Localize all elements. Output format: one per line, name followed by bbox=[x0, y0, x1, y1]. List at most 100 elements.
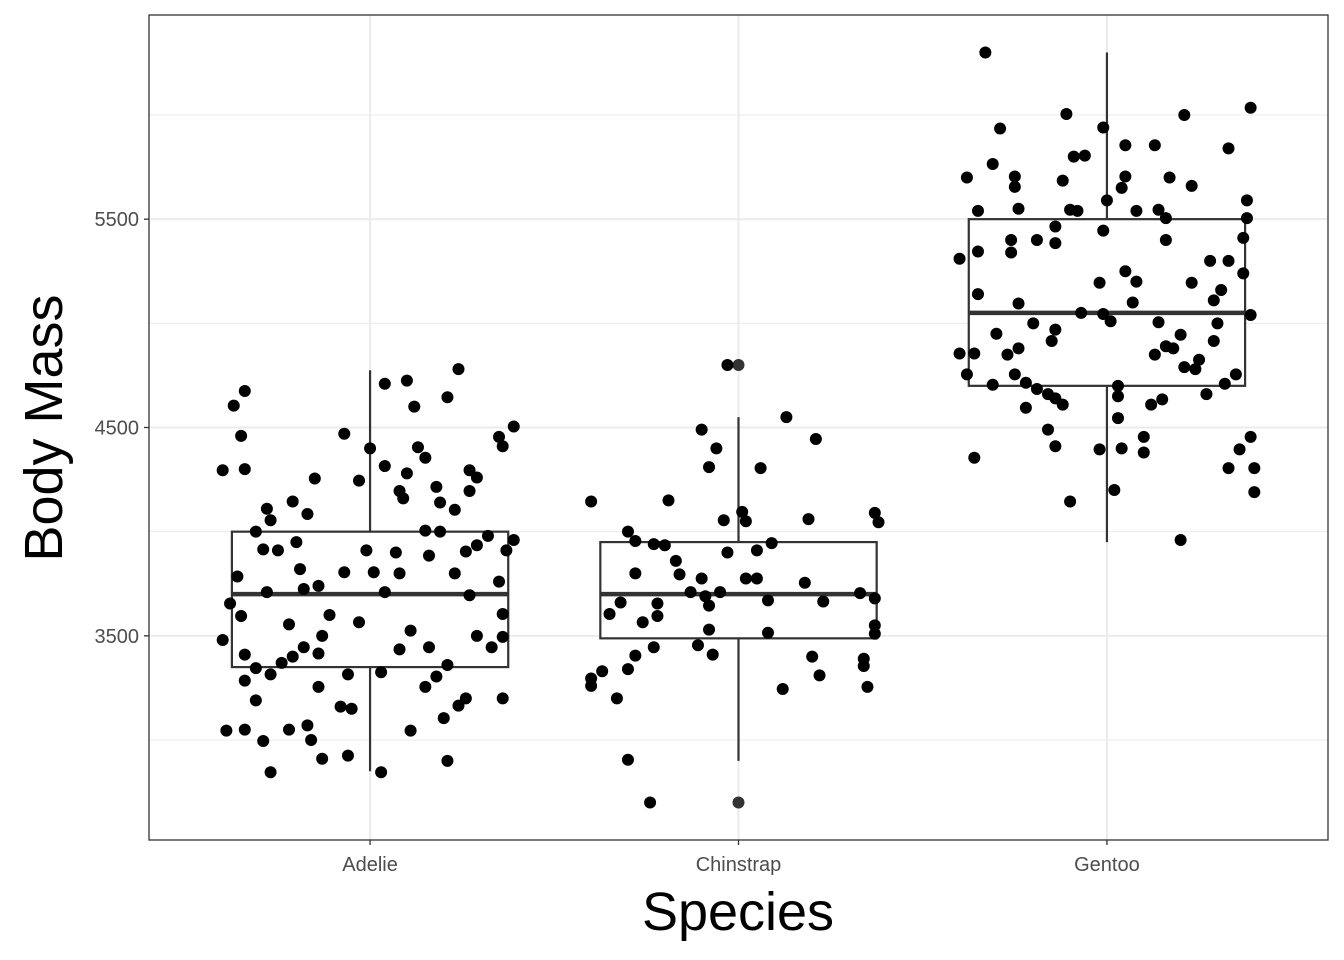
data-point-gentoo bbox=[1049, 440, 1062, 453]
data-point-chinstrap bbox=[647, 641, 660, 654]
data-point-gentoo bbox=[1237, 231, 1250, 244]
data-point-chinstrap bbox=[750, 572, 763, 585]
data-point-adelie bbox=[404, 624, 417, 637]
data-point-adelie bbox=[353, 474, 366, 487]
data-point-adelie bbox=[419, 680, 432, 693]
data-point-adelie bbox=[463, 485, 476, 498]
data-point-chinstrap bbox=[761, 594, 774, 607]
data-point-adelie bbox=[364, 442, 377, 455]
data-point-gentoo bbox=[1137, 430, 1150, 443]
x-tick-label: Gentoo bbox=[1074, 854, 1140, 876]
data-point-adelie bbox=[400, 467, 413, 480]
data-point-chinstrap bbox=[714, 586, 727, 599]
data-point-chinstrap bbox=[765, 537, 778, 550]
data-point-gentoo bbox=[1108, 484, 1121, 496]
data-point-gentoo bbox=[1056, 174, 1069, 187]
data-point-adelie bbox=[301, 719, 314, 732]
data-point-chinstrap bbox=[739, 572, 752, 585]
data-point-chinstrap bbox=[673, 568, 686, 581]
data-point-gentoo bbox=[1030, 382, 1043, 395]
data-point-chinstrap bbox=[651, 597, 664, 610]
x-tick-label: Adelie bbox=[342, 854, 398, 876]
data-point-adelie bbox=[297, 641, 310, 654]
data-point-gentoo bbox=[1019, 401, 1032, 414]
data-point-adelie bbox=[216, 634, 229, 646]
data-point-gentoo bbox=[1111, 390, 1124, 403]
data-point-chinstrap bbox=[861, 680, 874, 693]
data-point-gentoo bbox=[1159, 212, 1172, 225]
data-point-adelie bbox=[448, 503, 461, 516]
data-point-gentoo bbox=[1222, 462, 1235, 475]
data-point-adelie bbox=[470, 539, 483, 552]
data-point-gentoo bbox=[1071, 204, 1084, 217]
data-point-gentoo bbox=[1008, 170, 1021, 183]
data-point-adelie bbox=[316, 752, 329, 765]
data-point-gentoo bbox=[1233, 443, 1246, 456]
data-point-gentoo bbox=[1093, 443, 1106, 456]
data-point-chinstrap bbox=[629, 649, 642, 662]
data-point-adelie bbox=[294, 563, 307, 576]
outlier-point bbox=[732, 359, 745, 371]
data-point-adelie bbox=[323, 609, 336, 621]
data-point-gentoo bbox=[1008, 180, 1021, 193]
data-point-adelie bbox=[224, 597, 237, 610]
data-point-adelie bbox=[496, 440, 509, 453]
data-point-gentoo bbox=[1244, 309, 1257, 321]
data-point-chinstrap bbox=[636, 616, 649, 629]
data-point-adelie bbox=[481, 529, 494, 542]
data-point-chinstrap bbox=[717, 514, 730, 527]
data-point-chinstrap bbox=[647, 538, 660, 551]
data-point-adelie bbox=[470, 471, 483, 484]
data-point-adelie bbox=[430, 480, 443, 493]
data-point-adelie bbox=[238, 385, 251, 398]
data-point-gentoo bbox=[1067, 150, 1080, 163]
data-point-gentoo bbox=[1240, 194, 1253, 207]
data-point-chinstrap bbox=[695, 423, 708, 436]
data-point-gentoo bbox=[1111, 412, 1124, 425]
data-point-gentoo bbox=[1027, 317, 1040, 330]
data-point-gentoo bbox=[1148, 139, 1161, 152]
data-point-gentoo bbox=[1012, 202, 1025, 215]
data-point-chinstrap bbox=[703, 461, 716, 474]
data-point-chinstrap bbox=[621, 663, 634, 676]
data-point-adelie bbox=[434, 525, 447, 538]
data-point-gentoo bbox=[1012, 342, 1025, 355]
data-point-gentoo bbox=[968, 347, 981, 360]
data-point-chinstrap bbox=[662, 494, 675, 507]
data-point-chinstrap bbox=[776, 682, 789, 695]
data-point-adelie bbox=[441, 659, 454, 671]
data-point-gentoo bbox=[1185, 179, 1198, 192]
data-point-gentoo bbox=[1244, 101, 1257, 114]
data-point-adelie bbox=[389, 546, 402, 559]
data-point-adelie bbox=[238, 723, 251, 736]
data-point-gentoo bbox=[1005, 234, 1018, 246]
data-point-gentoo bbox=[1045, 335, 1058, 348]
data-point-adelie bbox=[257, 735, 270, 748]
data-point-adelie bbox=[345, 702, 358, 715]
data-point-chinstrap bbox=[703, 623, 716, 636]
data-point-adelie bbox=[423, 549, 436, 562]
data-point-adelie bbox=[493, 575, 506, 588]
data-point-adelie bbox=[316, 629, 329, 642]
data-point-adelie bbox=[341, 749, 354, 762]
data-point-adelie bbox=[308, 472, 321, 485]
data-point-gentoo bbox=[971, 245, 984, 258]
data-point-gentoo bbox=[1049, 220, 1062, 233]
data-point-chinstrap bbox=[817, 595, 830, 608]
data-point-adelie bbox=[271, 544, 284, 557]
data-point-adelie bbox=[220, 724, 233, 737]
data-point-adelie bbox=[290, 536, 303, 549]
data-point-adelie bbox=[452, 699, 465, 712]
data-point-adelie bbox=[375, 766, 388, 779]
data-point-adelie bbox=[286, 650, 299, 663]
data-point-adelie bbox=[249, 694, 262, 707]
data-point-gentoo bbox=[953, 347, 966, 360]
data-point-adelie bbox=[264, 514, 277, 527]
data-point-gentoo bbox=[986, 157, 999, 170]
data-point-gentoo bbox=[1126, 296, 1139, 309]
data-point-gentoo bbox=[1211, 317, 1224, 330]
data-point-gentoo bbox=[1174, 328, 1187, 341]
data-point-gentoo bbox=[1005, 246, 1018, 259]
data-point-gentoo bbox=[1078, 149, 1091, 162]
